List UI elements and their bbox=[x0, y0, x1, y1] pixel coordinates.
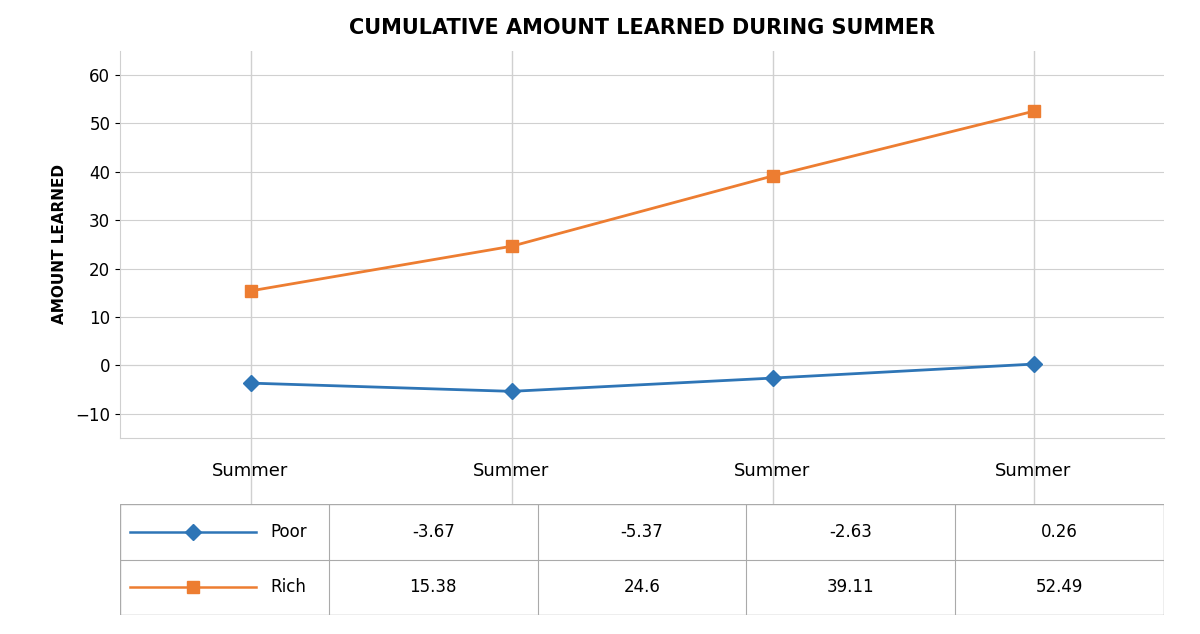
Text: Summer: Summer bbox=[473, 462, 550, 480]
Text: Rich: Rich bbox=[270, 578, 306, 597]
Text: 15.38: 15.38 bbox=[409, 578, 457, 597]
Text: Poor: Poor bbox=[270, 523, 307, 541]
Text: Summer: Summer bbox=[212, 462, 289, 480]
Text: 24.6: 24.6 bbox=[624, 578, 660, 597]
Text: 52.49: 52.49 bbox=[1036, 578, 1084, 597]
Text: -5.37: -5.37 bbox=[620, 523, 664, 541]
Text: Summer: Summer bbox=[734, 462, 811, 480]
Text: 0.26: 0.26 bbox=[1042, 523, 1078, 541]
Text: Summer: Summer bbox=[995, 462, 1072, 480]
Y-axis label: AMOUNT LEARNED: AMOUNT LEARNED bbox=[52, 164, 67, 325]
Text: -2.63: -2.63 bbox=[829, 523, 872, 541]
Text: 39.11: 39.11 bbox=[827, 578, 875, 597]
Text: -3.67: -3.67 bbox=[412, 523, 455, 541]
Title: CUMULATIVE AMOUNT LEARNED DURING SUMMER: CUMULATIVE AMOUNT LEARNED DURING SUMMER bbox=[349, 18, 935, 38]
